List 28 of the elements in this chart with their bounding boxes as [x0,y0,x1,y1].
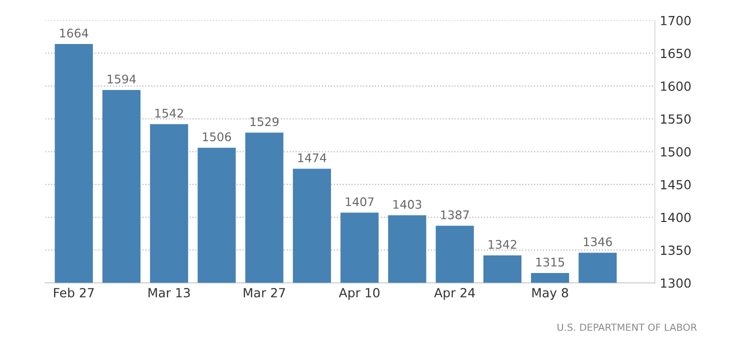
data-label: 1315 [536,258,564,267]
y-tick-label: 1450 [661,180,691,190]
data-label: 1506 [202,132,231,142]
y-tick-label: 1300 [661,278,691,288]
y-tick-label: 1550 [661,114,691,124]
data-label: 1403 [393,200,422,209]
x-tick-label: Mar 27 [244,288,285,298]
x-tick-label: Apr 24 [434,288,475,300]
y-tick-label: 1350 [661,246,691,255]
y-tick-label: 1500 [661,147,691,157]
data-label: 1594 [108,74,136,84]
y-tick-label: 1400 [661,212,691,222]
x-tick-label: Mar 13 [148,288,190,298]
data-label: 1542 [155,108,183,118]
x-tick-label: May 8 [532,288,568,300]
data-label: 1529 [250,117,279,126]
y-tick-label: 1650 [661,48,691,58]
text: U.S. DEPARTMENT OF LABOR [558,324,697,331]
y-tick-label: 1700 [661,16,691,26]
x-tick-label: Apr 10 [338,288,380,300]
data-label: 1387 [441,210,469,220]
data-label: 1474 [298,153,326,162]
data-label: 1407 [346,197,374,206]
y-tick-label: 1600 [661,81,691,91]
data-label: 1346 [584,237,612,246]
data-label: 1342 [488,240,516,249]
x-tick-label: Feb 27 [54,288,94,298]
data-label: 1664 [60,28,88,38]
